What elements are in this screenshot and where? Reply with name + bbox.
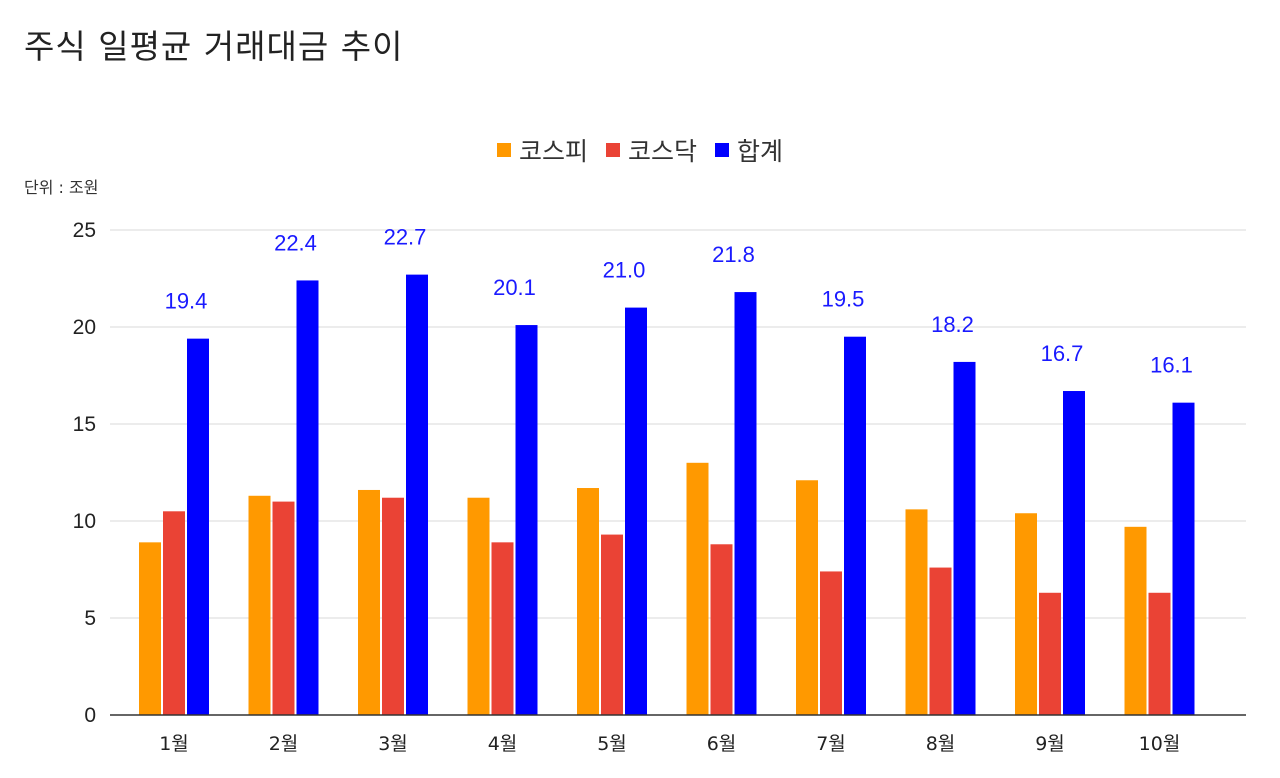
legend-label-total: 합계 <box>737 137 784 166</box>
x-tick-label: 1월 <box>159 733 189 755</box>
x-tick-label: 5월 <box>597 733 627 755</box>
x-tick-label: 2월 <box>269 733 299 755</box>
bar-kospi <box>796 480 818 715</box>
legend-swatch-kospi <box>496 143 511 157</box>
legend-item-kosdaq: 코스닥 <box>605 132 697 168</box>
y-tick-label: 25 <box>73 219 96 242</box>
data-label-total: 16.7 <box>1041 341 1084 366</box>
bar-total <box>625 307 647 715</box>
data-label-total: 21.0 <box>603 258 646 283</box>
bar-kospi <box>905 509 928 715</box>
y-tick-label: 5 <box>84 607 96 630</box>
data-label-total: 22.7 <box>384 225 427 250</box>
legend-item-total: 합계 <box>715 132 783 168</box>
x-tick-label: 10월 <box>1139 733 1181 755</box>
bar-kosdaq <box>382 497 404 715</box>
legend-label-kosdaq: 코스닥 <box>627 137 697 166</box>
legend: 코스피 코스닥 합계 <box>0 132 1280 168</box>
bar-total <box>406 274 428 715</box>
bar-kospi <box>358 489 380 715</box>
data-label-total: 20.1 <box>493 275 536 300</box>
bar-kosdaq <box>929 567 952 715</box>
bar-total <box>1063 391 1085 715</box>
bar-kospi <box>139 542 161 715</box>
y-tick-label: 20 <box>73 316 96 339</box>
bar-kosdaq <box>710 544 733 715</box>
data-label-total: 22.4 <box>274 230 317 255</box>
data-label-total: 16.1 <box>1150 353 1193 378</box>
x-tick-label: 9월 <box>1035 733 1065 755</box>
bar-kospi <box>686 462 709 715</box>
bar-kospi <box>1124 526 1147 715</box>
bar-kospi <box>577 488 599 715</box>
x-tick-label: 8월 <box>926 733 956 755</box>
bar-kosdaq <box>163 511 185 715</box>
legend-item-kospi: 코스피 <box>496 132 588 168</box>
y-tick-label: 15 <box>73 413 96 436</box>
bar-total <box>734 292 757 715</box>
x-tick-label: 6월 <box>707 733 737 755</box>
chart-title: 주식 일평균 거래대금 추이 <box>24 27 404 66</box>
x-tick-label: 7월 <box>816 733 846 755</box>
y-tick-label: 10 <box>73 510 96 533</box>
y-tick-label: 0 <box>84 704 96 727</box>
data-label-total: 21.8 <box>712 242 755 267</box>
bar-kosdaq <box>820 571 842 715</box>
bar-kosdaq <box>272 501 295 715</box>
legend-swatch-kosdaq <box>605 143 620 157</box>
bar-kosdaq <box>601 534 623 715</box>
x-tick-label: 4월 <box>488 733 518 755</box>
bar-total <box>953 361 976 715</box>
bar-total <box>1172 402 1195 715</box>
bar-kosdaq <box>1148 592 1171 715</box>
bar-kospi <box>1015 513 1037 715</box>
x-tick-label: 3월 <box>378 733 408 755</box>
unit-label: 단위 : 조원 <box>24 178 99 197</box>
data-label-total: 19.4 <box>165 289 208 314</box>
data-label-total: 18.2 <box>931 312 974 337</box>
bar-total <box>515 325 538 715</box>
data-label-total: 19.5 <box>822 287 865 312</box>
bar-total <box>187 338 209 715</box>
bar-kosdaq <box>1039 592 1061 715</box>
bar-kosdaq <box>491 542 514 715</box>
bar-total <box>296 280 319 715</box>
legend-swatch-total <box>715 143 729 157</box>
bar-kospi <box>248 495 271 715</box>
bar-kospi <box>467 497 490 715</box>
legend-label-kospi: 코스피 <box>518 137 588 166</box>
bar-total <box>844 336 866 715</box>
